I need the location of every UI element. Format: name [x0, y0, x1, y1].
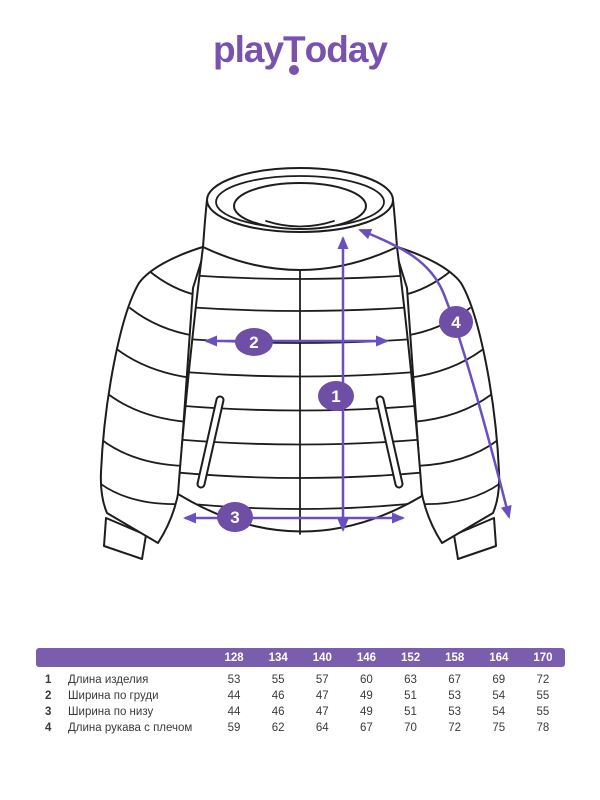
row-label: Ширина по низу	[68, 706, 154, 718]
logo-letter-t: T	[283, 31, 306, 75]
sleeve-left-quilting	[100, 269, 201, 506]
cell-value: 55	[536, 706, 550, 718]
cell-value: 55	[271, 674, 285, 686]
cell-value: 78	[536, 722, 550, 734]
row-number: 2	[45, 690, 52, 702]
row-label: Ширина по груди	[68, 690, 159, 702]
cell-value: 64	[315, 722, 329, 734]
row-number: 1	[45, 674, 52, 686]
size-col-header: 140	[312, 651, 332, 664]
table-row: 3 Ширина по низу 44 46 47 49 51 53 54 55	[36, 704, 565, 720]
measure-badge-2: 2	[235, 328, 273, 356]
cell-value: 60	[360, 674, 373, 686]
size-col-header: 164	[489, 651, 509, 664]
measure-arrow-4	[358, 228, 512, 519]
logo-dot	[288, 65, 299, 75]
size-table: 128 134 140 146 152 158 164 170 1 Длина изделия 5…	[36, 648, 565, 736]
cell-value: 69	[492, 674, 506, 686]
cuff-tab-right	[453, 517, 497, 560]
cell-value: 49	[360, 690, 373, 702]
cell-value: 72	[536, 674, 550, 686]
size-col-header: 152	[400, 651, 421, 664]
cell-value: 54	[492, 706, 506, 718]
brand-logo: playT oday	[0, 29, 600, 75]
size-col-header: 170	[533, 651, 553, 664]
size-col-header: 134	[268, 651, 288, 664]
table-row: 4 Длина рукава с плечом 59 62 64 67 70 72 75 78	[36, 720, 565, 736]
cell-value: 44	[227, 706, 241, 718]
cell-value: 53	[448, 690, 462, 702]
jacket-measurement-diagram: 1 2 3 4	[99, 167, 512, 560]
cell-value: 59	[227, 722, 241, 734]
cuff-tab-left	[103, 517, 147, 560]
svg-text:1: 1	[331, 387, 340, 406]
pocket-left	[196, 395, 225, 489]
measure-badge-3: 3	[217, 502, 253, 532]
table-row: 1 Длина изделия 53 55 57 60 63 67 69 72	[36, 672, 565, 688]
cell-value: 53	[448, 706, 462, 718]
cell-value: 72	[448, 722, 462, 734]
hood-inner-arc	[265, 220, 335, 228]
cell-value: 54	[492, 690, 506, 702]
cell-value: 47	[315, 690, 329, 702]
cell-value: 46	[271, 690, 285, 702]
size-table-body: 1 Длина изделия 53 55 57 60 63 67 69 72 2 Ширина по…	[36, 672, 565, 736]
cell-value: 67	[448, 674, 462, 686]
logo-text-post: oday	[304, 29, 388, 70]
row-number: 3	[45, 706, 52, 718]
cell-value: 44	[227, 690, 241, 702]
cell-value: 46	[271, 706, 285, 718]
row-number: 4	[45, 722, 52, 734]
measure-badge-1: 1	[318, 381, 354, 411]
size-col-header: 146	[356, 651, 377, 664]
size-table-header: 128 134 140 146 152 158 164 170	[36, 648, 565, 667]
logo-text-pre: play	[212, 29, 284, 70]
row-label: Длина рукава с плечом	[68, 722, 193, 734]
cell-value: 49	[360, 706, 373, 718]
measure-badge-4: 4	[439, 306, 473, 338]
cell-value: 67	[360, 722, 373, 734]
svg-text:4: 4	[451, 313, 461, 332]
cell-value: 63	[404, 674, 417, 686]
cell-value: 51	[404, 690, 417, 702]
cell-value: 70	[404, 722, 417, 734]
cell-value: 62	[271, 722, 285, 734]
hood-opening	[233, 182, 367, 230]
size-col-header: 128	[224, 651, 244, 664]
cell-value: 47	[315, 706, 329, 718]
cell-value: 53	[227, 674, 241, 686]
cell-value: 75	[492, 722, 506, 734]
row-label: Длина изделия	[68, 674, 149, 686]
cell-value: 55	[536, 690, 550, 702]
svg-text:3: 3	[230, 508, 239, 527]
svg-text:2: 2	[249, 333, 258, 352]
size-col-header: 158	[445, 651, 465, 664]
cell-value: 57	[315, 674, 329, 686]
cell-value: 51	[404, 706, 417, 718]
table-row: 2 Ширина по груди 44 46 47 49 51 53 54 55	[36, 688, 565, 704]
